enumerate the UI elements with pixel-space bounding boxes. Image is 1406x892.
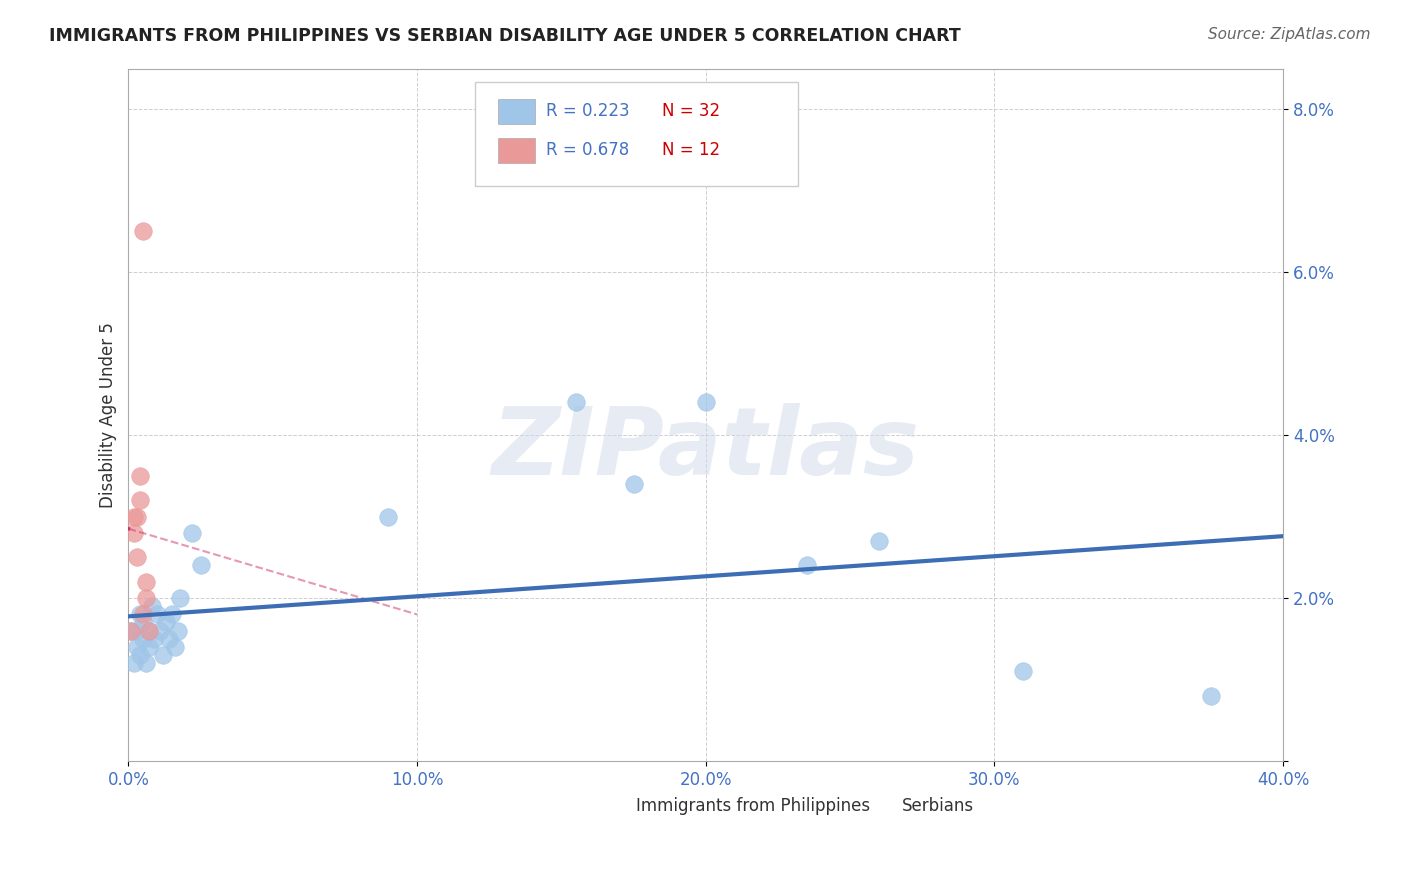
Point	[149, 624, 172, 638]
Text: N = 32: N = 32	[662, 102, 720, 120]
Text: N = 12: N = 12	[662, 141, 720, 160]
Y-axis label: Disability Age Under 5: Disability Age Under 5	[100, 322, 117, 508]
Point	[135, 574, 157, 589]
Point	[157, 632, 180, 646]
Point	[122, 509, 145, 524]
Point	[127, 640, 149, 654]
Point	[127, 509, 149, 524]
Point	[132, 615, 155, 630]
Text: IMMIGRANTS FROM PHILIPPINES VS SERBIAN DISABILITY AGE UNDER 5 CORRELATION CHART: IMMIGRANTS FROM PHILIPPINES VS SERBIAN D…	[49, 27, 960, 45]
FancyBboxPatch shape	[498, 138, 534, 163]
Point	[565, 395, 588, 409]
Point	[127, 550, 149, 565]
Point	[132, 607, 155, 622]
FancyBboxPatch shape	[571, 796, 605, 819]
Point	[796, 558, 818, 573]
Point	[695, 395, 717, 409]
Point	[377, 509, 399, 524]
Point	[127, 624, 149, 638]
Text: ZIPatlas: ZIPatlas	[492, 403, 920, 495]
Point	[1199, 689, 1222, 703]
Point	[129, 648, 152, 662]
Text: Serbians: Serbians	[903, 797, 974, 815]
Point	[190, 558, 212, 573]
Point	[163, 640, 186, 654]
Text: Immigrants from Philippines: Immigrants from Philippines	[637, 797, 870, 815]
Point	[138, 640, 160, 654]
Point	[120, 624, 142, 638]
Point	[1012, 665, 1035, 679]
Point	[129, 493, 152, 508]
FancyBboxPatch shape	[498, 99, 534, 124]
Point	[135, 656, 157, 670]
Text: Source: ZipAtlas.com: Source: ZipAtlas.com	[1208, 27, 1371, 42]
Point	[129, 468, 152, 483]
Text: R = 0.223: R = 0.223	[547, 102, 630, 120]
Point	[146, 607, 169, 622]
Point	[868, 533, 890, 548]
Point	[135, 591, 157, 605]
Point	[132, 224, 155, 238]
FancyBboxPatch shape	[475, 82, 799, 186]
Point	[138, 624, 160, 638]
FancyBboxPatch shape	[870, 796, 904, 819]
Text: R = 0.678: R = 0.678	[547, 141, 630, 160]
Point	[166, 624, 188, 638]
Point	[141, 599, 163, 614]
Point	[155, 615, 177, 630]
Point	[181, 525, 204, 540]
Point	[122, 525, 145, 540]
Point	[138, 624, 160, 638]
Point	[143, 632, 166, 646]
Point	[122, 656, 145, 670]
Point	[623, 477, 645, 491]
Point	[160, 607, 183, 622]
Point	[152, 648, 174, 662]
Point	[120, 624, 142, 638]
Point	[169, 591, 191, 605]
Point	[132, 632, 155, 646]
Point	[129, 607, 152, 622]
